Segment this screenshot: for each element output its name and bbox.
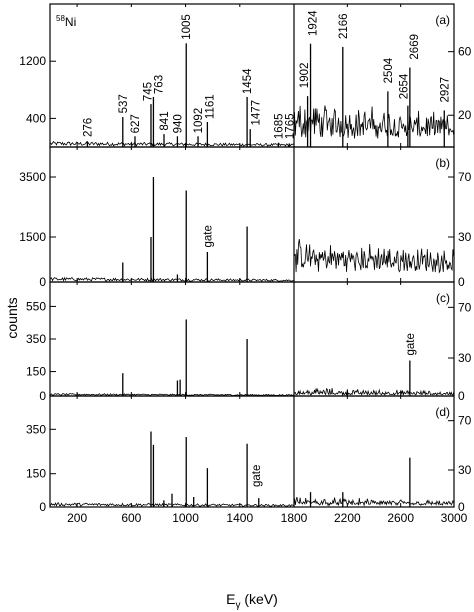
peak-annotation: 841: [159, 111, 171, 130]
panel-label: (c): [436, 291, 450, 305]
panel-frame: [49, 146, 455, 283]
y-tick-label-right: 0: [458, 275, 465, 289]
peak-annotation: 1902: [299, 63, 311, 89]
y-tick-label-right: 30: [458, 463, 472, 477]
y-tick-label-left: 400: [26, 111, 46, 125]
panel-label: (a): [435, 13, 450, 27]
y-tick-label-left: 1500: [19, 230, 46, 244]
spectrum-trace-right: [294, 239, 455, 274]
y-tick-label-right: 70: [458, 414, 472, 428]
spectrum-trace-right: [294, 496, 455, 507]
peak-annotation: 537: [118, 94, 130, 113]
peak-annotation: 1765: [284, 114, 296, 140]
panel-frame: [49, 281, 455, 397]
peak-annotation: 763: [153, 75, 165, 94]
panel-c: 0 150 350 550 0 30 70 (c) gate: [26, 281, 472, 403]
peak-annotation: 1454: [242, 68, 254, 94]
panel-b: 0 1500 3500 0 30 70 (b) gate: [19, 146, 472, 289]
x-tick-label: 2200: [334, 511, 361, 525]
y-tick-label-right: 0: [458, 500, 465, 514]
panel-label: (b): [435, 156, 450, 170]
y-tick-label-left: 550: [26, 299, 46, 313]
y-tick-label-left: 0: [39, 389, 46, 403]
peak-annotation: gate: [405, 333, 417, 355]
peak-annotation: 2654: [398, 73, 410, 99]
spectrum-trace-left: [50, 140, 294, 147]
panel-d: 0 150 350 0 30 70 (d) gate: [26, 395, 472, 514]
panel-frame: [49, 395, 455, 508]
peak-annotation: 940: [172, 114, 184, 133]
y-tick-label-left: 350: [26, 332, 46, 346]
peak-annotation: 2669: [409, 34, 421, 60]
y-tick-label-left: 0: [39, 275, 46, 289]
spectrum-trace-right: [294, 387, 455, 397]
peak-annotation: 1092: [193, 108, 205, 134]
y-tick-label-right: 70: [458, 300, 472, 314]
peak-annotation: 1477: [250, 100, 262, 126]
spectrum-trace-left: [50, 392, 294, 397]
x-tick-label: 1400: [226, 511, 253, 525]
spectrum-trace-right: [294, 105, 455, 139]
panel-label: (d): [435, 405, 450, 419]
y-tick-label-right: 70: [458, 170, 472, 184]
y-tick-label-left: 3500: [19, 170, 46, 184]
x-tick-label: 1800: [281, 511, 308, 525]
x-tick-label: 3000: [441, 511, 468, 525]
y-axis-label: counts: [4, 297, 20, 338]
peak-annotation: gate: [202, 225, 214, 247]
peak-annotation: 1161: [204, 94, 216, 119]
peak-annotation: 276: [82, 118, 94, 137]
y-tick-label-right: 30: [458, 230, 472, 244]
y-tick-label-right: 30: [458, 351, 472, 365]
x-tick-label: 2600: [387, 511, 414, 525]
y-tick-label-right: 20: [458, 108, 472, 122]
y-tick-label-right: 60: [458, 45, 472, 59]
y-tick-label-left: 350: [26, 422, 46, 436]
peak-annotation: gate: [251, 465, 263, 487]
y-tick-label-left: 150: [26, 467, 46, 481]
spectrum-trace-left: [50, 276, 294, 282]
peak-annotation: 2166: [338, 13, 350, 39]
peak-annotation: 2504: [383, 57, 395, 83]
nucleus-label: 58Ni: [56, 14, 76, 29]
x-tick-label: 1000: [172, 511, 199, 525]
peak-annotation: 745: [143, 82, 155, 101]
x-tick-label: 200: [67, 511, 87, 525]
peak-annotation: 1924: [308, 10, 320, 36]
y-tick-label-left: 0: [39, 500, 46, 514]
x-tick-labels: 200 600 1000 1400 1800 2200 2600 3000: [67, 511, 468, 525]
y-tick-label-right: 0: [458, 389, 465, 403]
peak-annotation: 1685: [273, 114, 285, 140]
peak-annotation: 2927: [439, 77, 451, 103]
x-tick-label: 600: [121, 511, 141, 525]
x-axis-label: Eγ (keV): [226, 591, 278, 611]
y-tick-label-left: 1200: [19, 54, 46, 68]
peak-annotation: 1005: [181, 14, 193, 40]
y-tick-label-left: 150: [26, 365, 46, 379]
peak-annotation: 627: [130, 114, 142, 133]
